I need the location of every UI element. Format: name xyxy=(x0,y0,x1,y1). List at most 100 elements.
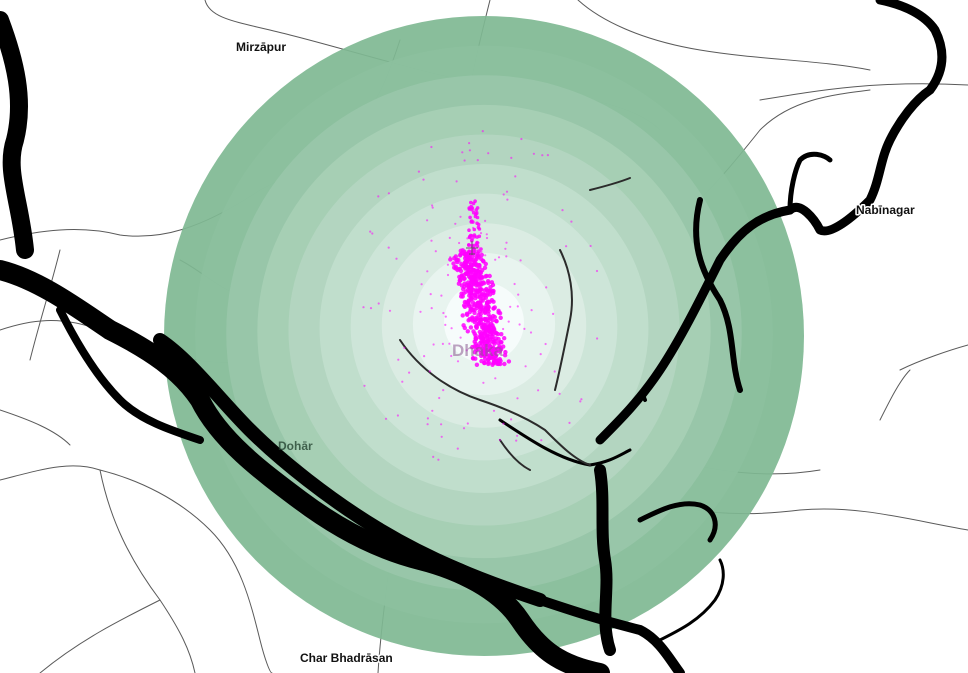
data-point xyxy=(434,250,437,253)
data-point xyxy=(472,226,475,229)
data-point xyxy=(472,243,477,248)
data-point xyxy=(462,276,467,281)
data-point xyxy=(490,318,495,323)
data-point xyxy=(430,145,433,149)
data-point xyxy=(463,159,466,162)
data-point xyxy=(491,306,496,311)
data-point xyxy=(449,256,452,259)
data-point xyxy=(471,210,476,215)
data-point xyxy=(519,259,522,262)
data-point xyxy=(486,359,489,362)
data-point xyxy=(491,290,496,296)
data-point xyxy=(455,267,460,273)
data-point xyxy=(469,296,474,301)
data-point xyxy=(507,320,510,323)
data-point xyxy=(501,344,506,349)
data-point xyxy=(401,380,404,383)
data-point xyxy=(499,332,504,337)
data-point xyxy=(510,156,513,159)
data-point xyxy=(490,337,495,342)
data-point xyxy=(458,241,461,245)
data-point xyxy=(469,219,474,223)
data-point xyxy=(580,398,583,401)
data-point xyxy=(480,250,483,253)
data-point xyxy=(429,293,432,296)
data-point xyxy=(475,221,479,226)
data-point xyxy=(472,339,477,344)
data-point xyxy=(432,455,435,458)
data-point xyxy=(480,325,485,330)
data-point xyxy=(502,336,507,341)
data-point xyxy=(456,447,459,450)
data-point xyxy=(470,300,475,305)
data-point xyxy=(514,175,517,178)
data-point xyxy=(479,247,483,251)
data-point xyxy=(440,435,443,438)
data-point xyxy=(470,268,475,273)
data-point xyxy=(466,237,469,240)
data-point xyxy=(546,154,550,157)
data-point xyxy=(487,152,490,155)
data-point xyxy=(541,154,544,157)
place-label-nabinagar: Nabīnagar xyxy=(856,203,915,217)
data-point xyxy=(498,438,501,441)
data-point xyxy=(482,310,488,315)
data-point xyxy=(492,409,496,412)
data-point xyxy=(408,371,411,374)
data-point xyxy=(468,142,471,145)
data-point xyxy=(460,248,465,253)
data-point xyxy=(473,262,478,267)
data-point xyxy=(532,152,536,155)
data-point xyxy=(468,325,474,330)
data-point xyxy=(472,233,477,237)
data-point xyxy=(478,340,483,346)
data-point xyxy=(431,206,434,209)
data-point xyxy=(396,414,399,417)
data-point xyxy=(476,210,479,213)
data-point xyxy=(482,341,488,346)
data-point xyxy=(387,192,390,195)
data-point xyxy=(482,330,488,336)
data-point xyxy=(474,290,479,295)
data-point xyxy=(440,423,443,426)
data-point xyxy=(498,315,503,320)
data-point xyxy=(403,346,406,349)
data-point xyxy=(570,220,573,223)
data-point xyxy=(506,198,509,201)
data-point xyxy=(474,294,480,299)
data-point xyxy=(504,247,507,250)
data-point xyxy=(444,315,447,318)
data-point xyxy=(530,309,533,312)
data-point xyxy=(469,292,474,297)
data-point xyxy=(459,261,462,264)
data-point xyxy=(499,340,504,345)
data-point xyxy=(472,319,477,325)
data-point xyxy=(454,222,457,225)
data-point xyxy=(491,325,496,330)
data-point xyxy=(462,325,467,331)
data-point xyxy=(459,215,462,218)
data-point xyxy=(494,377,497,380)
data-point xyxy=(369,230,372,233)
data-point xyxy=(475,243,478,247)
data-point xyxy=(483,306,489,311)
data-point xyxy=(371,232,374,235)
data-point xyxy=(579,400,582,403)
data-point xyxy=(485,236,489,240)
data-point xyxy=(478,275,484,281)
data-point xyxy=(482,381,485,384)
data-point xyxy=(461,151,464,154)
data-point xyxy=(485,291,490,296)
data-point xyxy=(486,280,491,286)
data-point xyxy=(529,331,533,334)
data-point xyxy=(362,306,365,309)
data-point xyxy=(448,257,453,262)
data-point xyxy=(465,329,470,334)
data-point xyxy=(444,323,447,326)
data-point xyxy=(484,334,490,340)
data-point xyxy=(502,422,505,425)
data-point xyxy=(477,227,482,231)
data-point xyxy=(467,250,472,255)
data-point xyxy=(473,272,479,278)
